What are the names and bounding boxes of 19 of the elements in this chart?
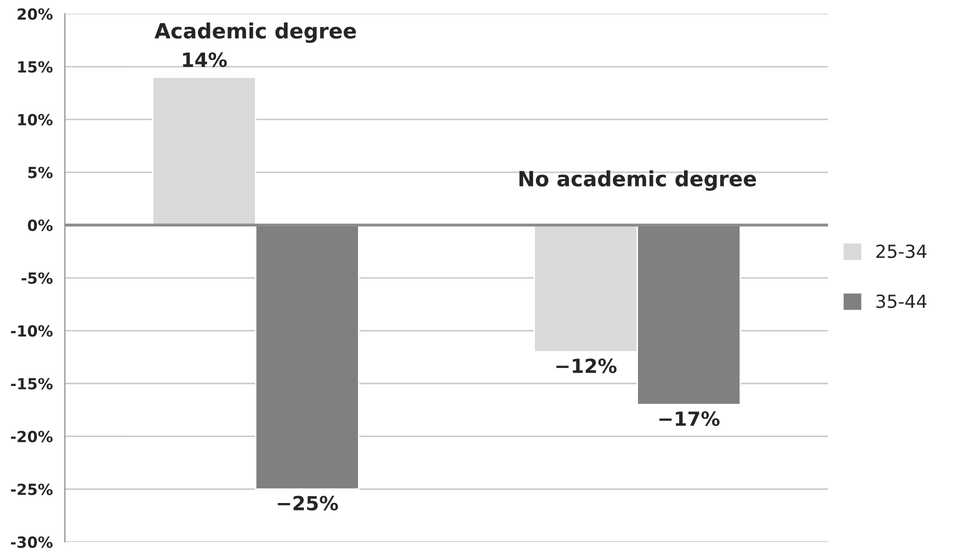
y-tick-label: -5% <box>22 272 53 284</box>
y-tick-label: -10% <box>10 325 53 337</box>
legend-label: 35-44 <box>876 294 926 308</box>
data-label: −12% <box>556 358 617 374</box>
y-tick-label: -15% <box>10 378 53 390</box>
y-tick-label: -20% <box>10 430 53 442</box>
y-tick-label: 5% <box>28 166 53 178</box>
y-tick-label: 20% <box>18 8 53 20</box>
data-label: 14% <box>183 52 227 68</box>
y-tick-label: -30% <box>10 536 53 548</box>
y-tick-label: 15% <box>18 61 53 73</box>
data-label: −17% <box>659 411 720 426</box>
x-tick-label: No academic degree <box>519 170 756 191</box>
y-tick-label: 10% <box>18 114 53 126</box>
y-tick-label: 0% <box>28 220 53 232</box>
legend-label: 25-34 <box>876 244 926 258</box>
data-label: −25% <box>278 496 338 511</box>
x-tick-label: Academic degree <box>154 22 356 43</box>
y-tick-label: -25% <box>10 484 53 496</box>
